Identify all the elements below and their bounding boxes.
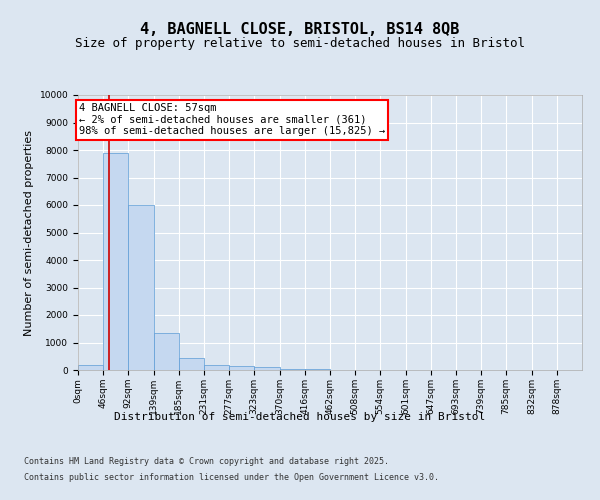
Bar [128, 205, 154, 370]
Bar [254, 367, 280, 370]
Bar [154, 333, 179, 370]
Bar [78, 364, 103, 370]
Text: Contains public sector information licensed under the Open Government Licence v3: Contains public sector information licen… [24, 472, 439, 482]
Y-axis label: Number of semi-detached properties: Number of semi-detached properties [24, 130, 34, 336]
Bar [179, 358, 204, 370]
Text: Distribution of semi-detached houses by size in Bristol: Distribution of semi-detached houses by … [115, 412, 485, 422]
Bar [229, 366, 254, 370]
Text: Size of property relative to semi-detached houses in Bristol: Size of property relative to semi-detach… [75, 38, 525, 51]
Text: 4 BAGNELL CLOSE: 57sqm
← 2% of semi-detached houses are smaller (361)
98% of sem: 4 BAGNELL CLOSE: 57sqm ← 2% of semi-deta… [79, 104, 385, 136]
Bar [204, 364, 229, 370]
Bar [103, 153, 128, 370]
Text: Contains HM Land Registry data © Crown copyright and database right 2025.: Contains HM Land Registry data © Crown c… [24, 458, 389, 466]
Text: 4, BAGNELL CLOSE, BRISTOL, BS14 8QB: 4, BAGNELL CLOSE, BRISTOL, BS14 8QB [140, 22, 460, 38]
Bar [280, 368, 305, 370]
